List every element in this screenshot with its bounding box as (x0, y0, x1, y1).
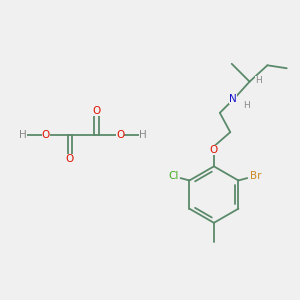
Text: H: H (139, 130, 147, 140)
Text: Cl: Cl (168, 171, 178, 181)
Text: O: O (210, 145, 218, 155)
Text: H: H (255, 76, 262, 85)
Text: H: H (19, 130, 27, 140)
Text: O: O (116, 130, 124, 140)
Text: O: O (42, 130, 50, 140)
Text: O: O (92, 106, 101, 116)
Text: Br: Br (250, 171, 262, 181)
Text: H: H (243, 101, 250, 110)
Text: N: N (229, 94, 237, 104)
Text: O: O (66, 154, 74, 164)
